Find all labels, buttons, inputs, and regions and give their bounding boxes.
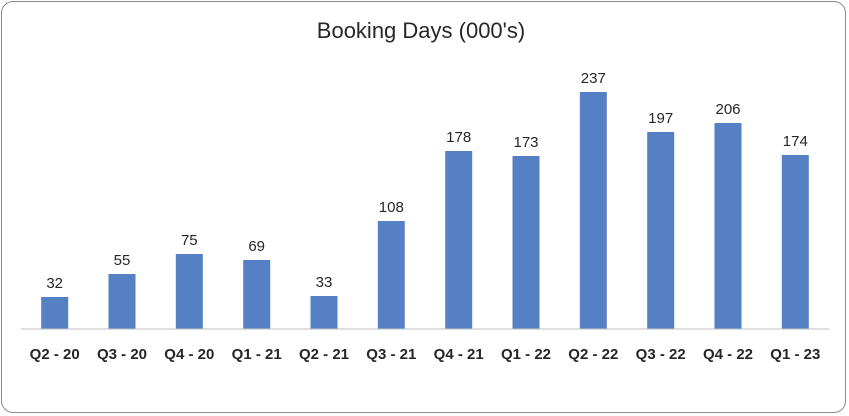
value-label-group: 32 55 75 69 33 108 178 173 237 197 206 174 — [46, 70, 807, 292]
bar-6 — [445, 151, 473, 329]
data-label-10: 206 — [715, 101, 740, 118]
category-label-0: Q2 - 20 — [30, 346, 80, 363]
bar-7 — [512, 156, 540, 329]
data-label-3: 69 — [248, 238, 265, 255]
category-label-8: Q2 - 22 — [568, 346, 618, 363]
category-label-group: Q2 - 20 Q3 - 20 Q4 - 20 Q1 - 21 Q2 - 21 Q3 - … — [30, 346, 821, 363]
bar-4 — [310, 296, 338, 329]
data-label-6: 178 — [446, 129, 471, 146]
bar-2 — [175, 254, 203, 329]
chart-title: Booking Days (000's) — [317, 18, 525, 43]
bar-1 — [108, 274, 136, 329]
category-label-9: Q3 - 22 — [636, 346, 686, 363]
data-label-2: 75 — [181, 232, 198, 249]
category-label-1: Q3 - 20 — [97, 346, 147, 363]
data-label-8: 237 — [581, 70, 606, 87]
bar-3 — [243, 260, 271, 329]
category-label-7: Q1 - 22 — [501, 346, 551, 363]
data-label-5: 108 — [379, 199, 404, 216]
data-label-7: 173 — [513, 134, 538, 151]
category-label-5: Q3 - 21 — [366, 346, 416, 363]
bar-0 — [41, 297, 69, 329]
data-label-0: 32 — [46, 275, 63, 292]
bar-8 — [579, 92, 607, 329]
category-label-4: Q2 - 21 — [299, 346, 349, 363]
category-label-6: Q4 - 21 — [434, 346, 484, 363]
bar-group — [41, 92, 809, 329]
data-label-9: 197 — [648, 110, 673, 127]
data-label-1: 55 — [114, 252, 131, 269]
category-label-3: Q1 - 21 — [232, 346, 282, 363]
category-label-11: Q1 - 23 — [770, 346, 820, 363]
bar-11 — [781, 155, 809, 329]
category-label-2: Q4 - 20 — [164, 346, 214, 363]
data-label-4: 33 — [316, 274, 333, 291]
bar-10 — [714, 123, 742, 329]
bar-9 — [647, 132, 675, 329]
category-label-10: Q4 - 22 — [703, 346, 753, 363]
bar-5 — [377, 221, 405, 329]
data-label-11: 174 — [783, 133, 808, 150]
